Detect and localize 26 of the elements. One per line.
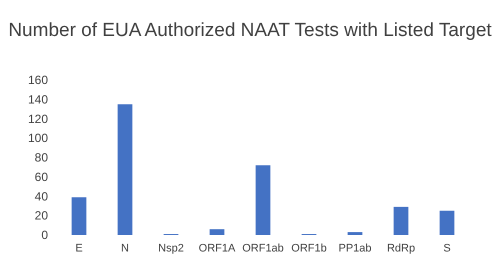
y-tick-label: 80 — [34, 150, 48, 164]
y-tick-label: 100 — [28, 131, 48, 146]
y-tick-label: 40 — [34, 189, 48, 204]
bar — [440, 210, 454, 235]
x-tick-label: ORF1ab — [242, 242, 284, 254]
x-tick-label: Nsp2 — [158, 242, 184, 254]
bar — [394, 206, 408, 235]
y-tick-label: 60 — [34, 170, 48, 184]
y-tick-label: 20 — [34, 208, 48, 223]
x-tick-label: S — [443, 242, 451, 254]
bar — [210, 229, 224, 235]
x-tick-label: N — [121, 242, 130, 254]
x-tick-label: PP1ab — [338, 242, 372, 254]
y-tick-label: 160 — [28, 73, 48, 87]
x-tick-label: ORF1A — [198, 242, 236, 254]
bar — [72, 197, 86, 235]
x-tick-label: RdRp — [386, 242, 416, 254]
bar — [118, 104, 132, 235]
y-tick-label: 0 — [41, 228, 48, 242]
x-tick-label: E — [75, 242, 83, 254]
chart-title: Number of EUA Authorized NAAT Tests with Listed Target — [8, 20, 492, 41]
y-tick-label: 120 — [28, 112, 48, 126]
y-tick-label: 140 — [28, 92, 48, 106]
bar — [256, 165, 270, 235]
x-tick-label: ORF1b — [291, 242, 327, 254]
bar — [348, 232, 362, 235]
